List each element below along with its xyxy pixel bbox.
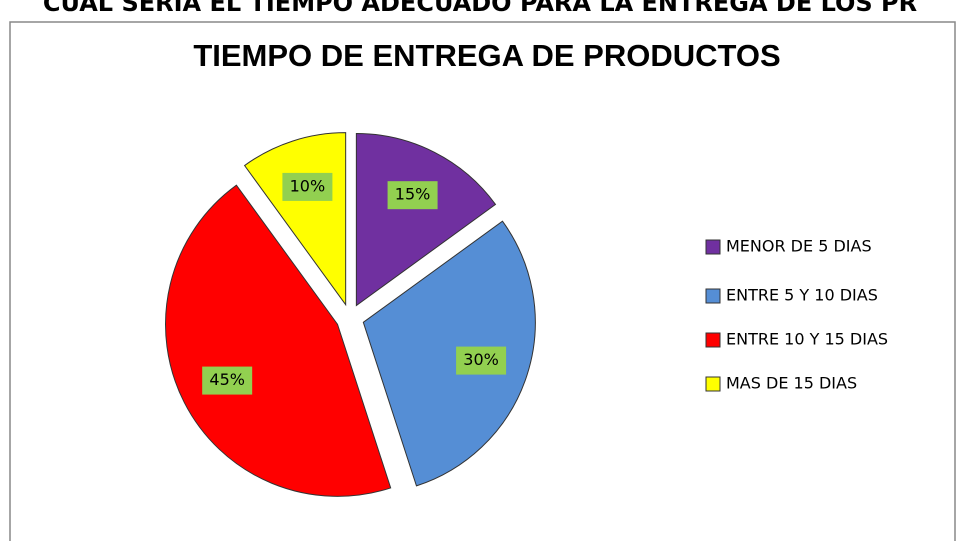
pie-slice — [362, 220, 536, 487]
data-label-box — [282, 172, 333, 201]
chart-title: TIEMPO DE ENTREGA DE PRODUCTOS — [193, 38, 780, 73]
data-label: 30% — [463, 350, 499, 369]
data-label-box — [202, 366, 253, 395]
legend-label: ENTRE 5 Y 10 DIAS — [726, 286, 878, 305]
pie-slice — [165, 184, 392, 497]
data-label-box — [456, 346, 507, 375]
data-label: 10% — [290, 176, 326, 195]
legend-swatch — [705, 376, 721, 392]
legend-label: MAS DE 15 DIAS — [726, 374, 857, 393]
pie-slice — [355, 133, 497, 307]
legend-swatch — [705, 332, 721, 348]
data-label: 15% — [395, 185, 431, 204]
legend-label: MENOR DE 5 DIAS — [726, 237, 872, 256]
data-label-box — [387, 181, 438, 210]
legend-swatch — [705, 239, 721, 255]
legend-swatch — [705, 288, 721, 304]
legend-label: ENTRE 10 Y 15 DIAS — [726, 330, 888, 349]
cropped-caption: CUAL SERIA EL TIEMPO ADECUADO PARA LA EN… — [43, 0, 917, 17]
data-label: 45% — [209, 370, 245, 389]
